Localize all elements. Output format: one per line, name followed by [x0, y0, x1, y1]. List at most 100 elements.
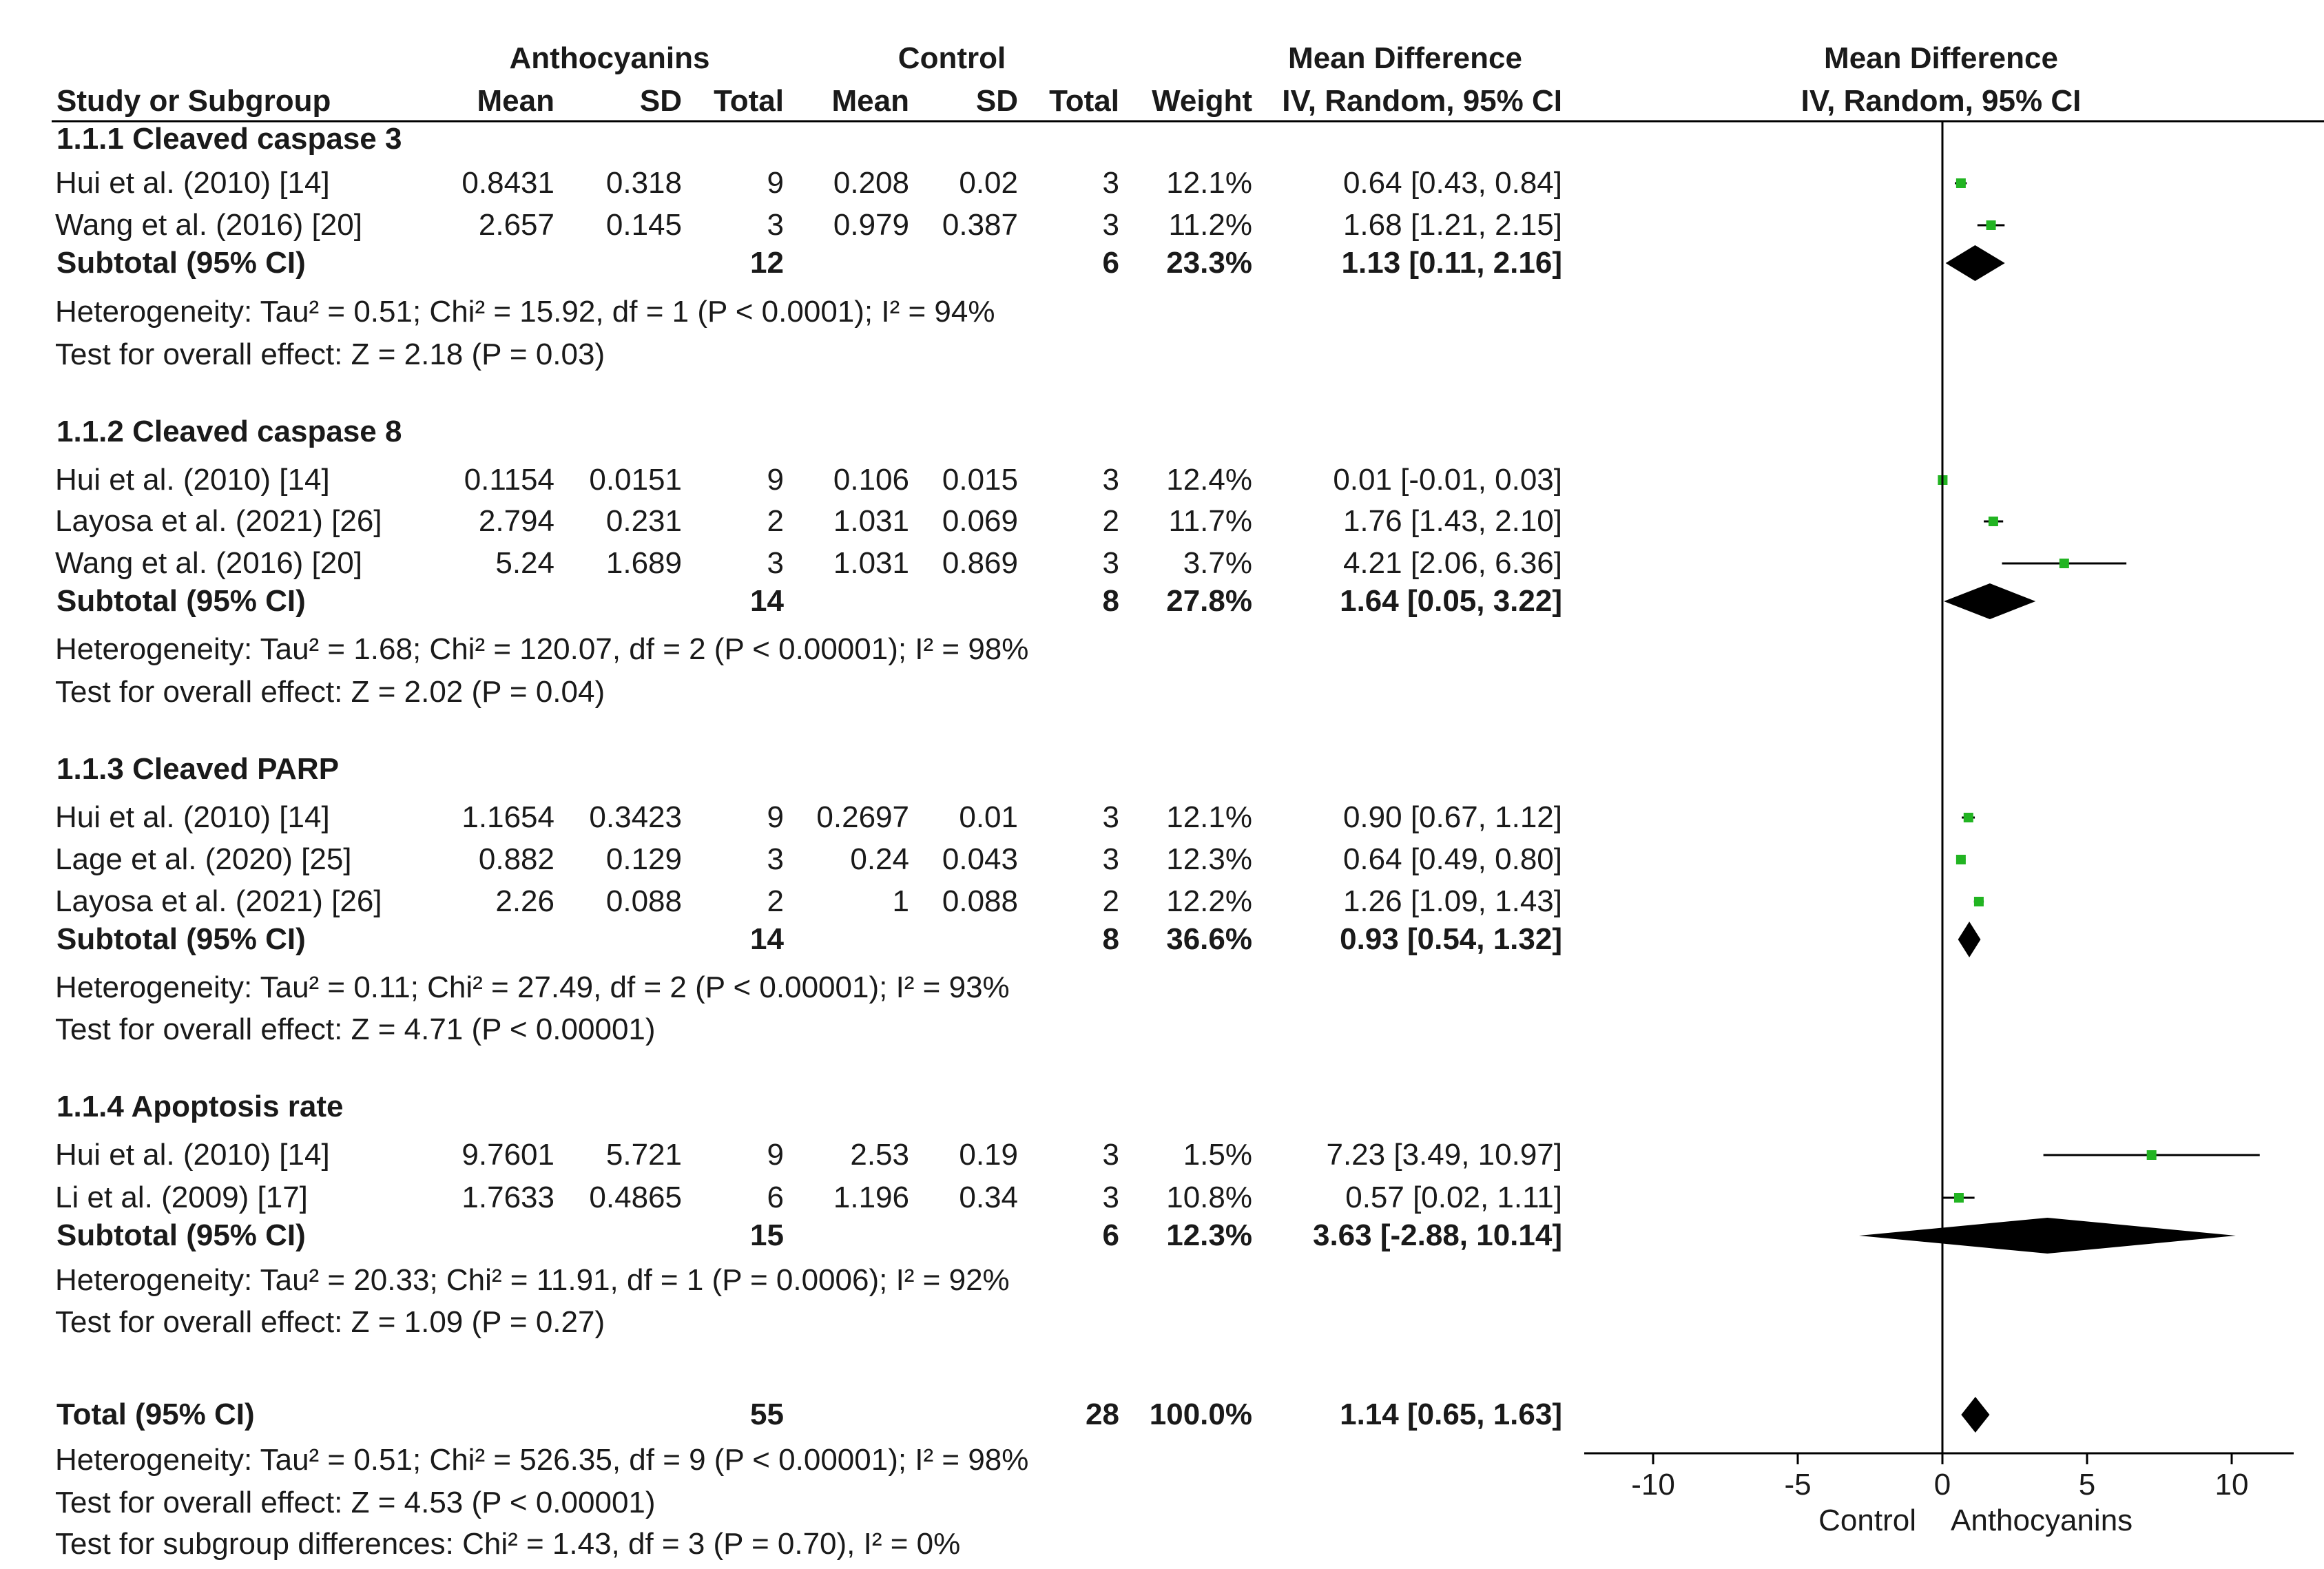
subtotal-diamond	[1945, 245, 2005, 281]
study-sd-2: 0.069	[942, 504, 1018, 538]
header-weight: Weight	[1152, 84, 1252, 118]
study-weight: 12.1%	[1166, 166, 1252, 200]
subtotal-total-1: 15	[750, 1218, 784, 1252]
study-sd-2: 0.043	[942, 842, 1018, 876]
plot-area: -10 -5 0 5 10 Control Anthocyanins	[1584, 121, 2294, 1537]
heterogeneity-text: Heterogeneity: Tau² = 0.11; Chi² = 27.49…	[55, 970, 1010, 1004]
subtotal-ci: 0.93 [0.54, 1.32]	[1340, 922, 1562, 956]
study-ci: 1.76 [1.43, 2.10]	[1343, 504, 1562, 538]
study-sd-1: 0.088	[606, 884, 682, 918]
study-sd-1: 0.129	[606, 842, 682, 876]
study-mean-2: 2.53	[850, 1138, 909, 1172]
x-tick-label: -5	[1784, 1468, 1811, 1502]
study-mean-2: 0.979	[833, 208, 909, 242]
subgroup-title: 1.1.3 Cleaved PARP	[56, 752, 339, 786]
overall-effect-text: Test for overall effect: Z = 1.09 (P = 0…	[55, 1305, 605, 1339]
header-mean-difference: Mean Difference	[1288, 41, 1522, 75]
subtotal-total-1: 12	[750, 246, 784, 280]
study-point	[1973, 897, 1984, 906]
table-rows: 1.1.1 Cleaved caspase 3 Hui et al. (2010)…	[55, 122, 1562, 1561]
study-total-2: 2	[1103, 884, 1119, 918]
study-ci: 0.64 [0.49, 0.80]	[1343, 842, 1562, 876]
study-weight: 12.2%	[1166, 884, 1252, 918]
header-group1: Anthocyanins	[510, 41, 710, 75]
subtotal-label: Subtotal (95% CI)	[56, 584, 306, 618]
study-name: Hui et al. (2010) [14]	[55, 463, 330, 497]
study-mean-1: 2.794	[479, 504, 554, 538]
study-mean-2: 0.24	[850, 842, 909, 876]
study-sd-1: 0.145	[606, 208, 682, 242]
study-sd-1: 0.231	[606, 504, 682, 538]
study-name: Hui et al. (2010) [14]	[55, 166, 330, 200]
study-mean-2: 1.031	[833, 504, 909, 538]
overall-effect-text: Test for overall effect: Z = 2.18 (P = 0…	[55, 337, 605, 371]
study-sd-1: 0.4865	[589, 1181, 682, 1214]
header-sd-2: SD	[976, 84, 1018, 118]
study-weight: 12.4%	[1166, 463, 1252, 497]
study-point	[1963, 813, 1973, 822]
overall-effect-text: Test for overall effect: Z = 4.71 (P < 0…	[55, 1012, 656, 1046]
header-mean-difference-plot: Mean Difference	[1824, 41, 2058, 75]
study-sd-2: 0.02	[959, 166, 1018, 200]
header-method-plot: IV, Random, 95% CI	[1801, 84, 2082, 118]
study-total-2: 3	[1103, 800, 1119, 834]
study-total-1: 9	[767, 463, 784, 497]
study-ci: 7.23 [3.49, 10.97]	[1326, 1138, 1562, 1172]
study-point	[2146, 1150, 2157, 1160]
study-total-2: 2	[1103, 504, 1119, 538]
study-total-2: 3	[1103, 546, 1119, 580]
study-sd-2: 0.19	[959, 1138, 1018, 1172]
favours-left-label: Control	[1818, 1504, 1916, 1537]
header-total-1: Total	[714, 84, 784, 118]
study-mean-2: 1	[893, 884, 909, 918]
study-total-2: 3	[1103, 208, 1119, 242]
subtotal-weight: 23.3%	[1166, 246, 1252, 280]
study-total-1: 9	[767, 166, 784, 200]
subtotal-ci: 1.64 [0.05, 3.22]	[1340, 584, 1562, 618]
footer-text: Heterogeneity: Tau² = 0.51; Chi² = 526.3…	[55, 1443, 1028, 1477]
study-total-1: 3	[767, 842, 784, 876]
study-total-2: 3	[1103, 166, 1119, 200]
study-mean-1: 0.1154	[464, 463, 554, 497]
study-point	[1955, 855, 1966, 864]
study-mean-1: 1.7633	[461, 1181, 554, 1214]
subtotal-ci: 1.13 [0.11, 2.16]	[1342, 246, 1562, 280]
total-ci: 1.14 [0.65, 1.63]	[1340, 1397, 1562, 1431]
study-total-1: 3	[767, 546, 784, 580]
study-weight: 11.7%	[1169, 504, 1253, 538]
study-sd-2: 0.34	[959, 1181, 1018, 1214]
study-ci: 1.26 [1.09, 1.43]	[1343, 884, 1562, 918]
subtotal-diamond	[1958, 922, 1981, 957]
study-point	[1953, 1193, 1964, 1203]
study-ci: 1.68 [1.21, 2.15]	[1343, 208, 1562, 242]
total-label: Total (95% CI)	[56, 1397, 255, 1431]
study-total-1: 2	[767, 504, 784, 538]
study-name: Wang et al. (2016) [20]	[55, 208, 362, 242]
study-name: Hui et al. (2010) [14]	[55, 1138, 330, 1172]
study-mean-2: 0.2697	[816, 800, 909, 834]
study-name: Layosa et al. (2021) [26]	[55, 884, 382, 918]
x-tick-label: 0	[1934, 1468, 1951, 1502]
subtotal-diamond	[1859, 1218, 2236, 1254]
subgroup-title: 1.1.4 Apoptosis rate	[56, 1090, 344, 1123]
study-mean-1: 0.8431	[461, 166, 554, 200]
study-sd-2: 0.01	[959, 800, 1018, 834]
study-sd-2: 0.869	[942, 546, 1018, 580]
study-total-1: 3	[767, 208, 784, 242]
study-total-2: 3	[1103, 463, 1119, 497]
study-sd-1: 0.318	[606, 166, 682, 200]
study-sd-1: 0.3423	[589, 800, 682, 834]
study-mean-2: 0.208	[833, 166, 909, 200]
study-sd-2: 0.088	[942, 884, 1018, 918]
study-ci: 0.64 [0.43, 0.84]	[1343, 166, 1562, 200]
subtotal-weight: 12.3%	[1166, 1218, 1252, 1252]
study-ci: 0.90 [0.67, 1.12]	[1343, 800, 1562, 834]
study-weight: 1.5%	[1183, 1138, 1252, 1172]
study-point	[2059, 559, 2069, 568]
study-mean-1: 9.7601	[461, 1138, 554, 1172]
subtotal-total-1: 14	[750, 584, 784, 618]
header-total-2: Total	[1049, 84, 1119, 118]
total-total-2: 28	[1086, 1397, 1119, 1431]
heterogeneity-text: Heterogeneity: Tau² = 0.51; Chi² = 15.92…	[55, 295, 995, 329]
